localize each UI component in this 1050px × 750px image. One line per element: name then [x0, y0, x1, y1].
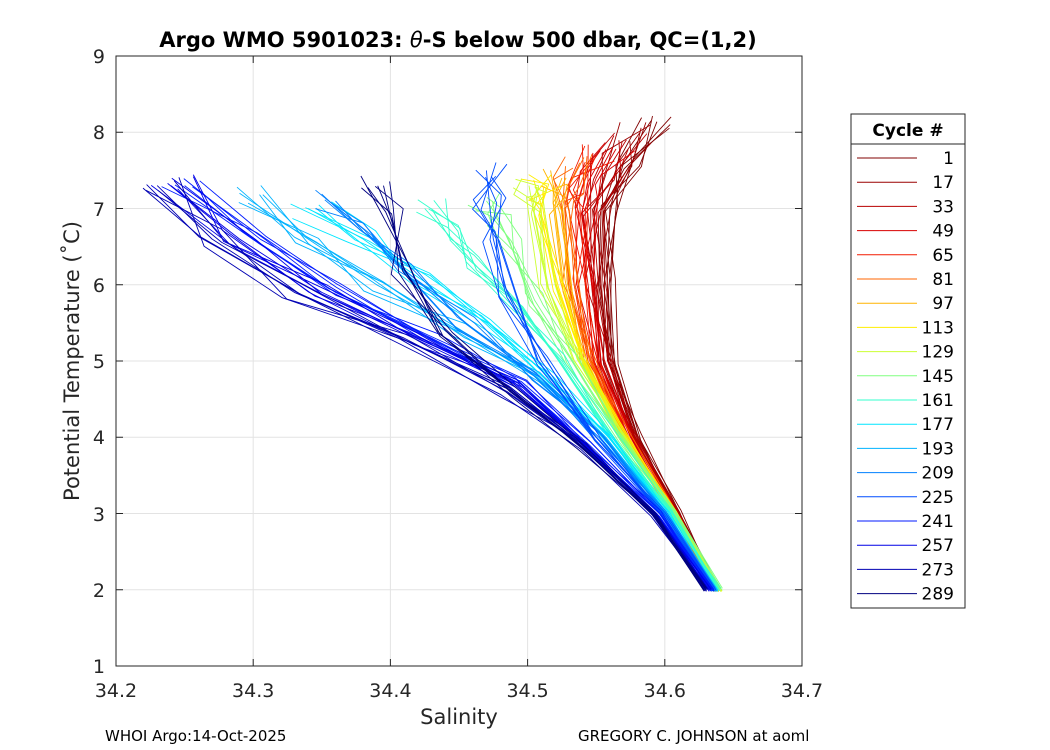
series-line: [389, 181, 705, 591]
series-line: [361, 187, 706, 589]
y-tick-label: 1: [93, 656, 105, 678]
y-tick-labels: 1 2 3 4 5 6 7 8 9: [93, 46, 105, 678]
legend-label: 193: [922, 439, 954, 459]
series-group: [142, 115, 723, 592]
series-161: [416, 198, 721, 592]
x-axis-label: Salinity: [420, 705, 498, 729]
y-axis-label: Potential Temperature (˚C): [60, 221, 84, 501]
legend-label: 145: [922, 367, 954, 387]
legend: Cycle # 1 17 33 49 65 81 97 113 129 145 161 177 193 2…: [850, 113, 966, 609]
x-tick-label: 34.4: [369, 680, 411, 702]
legend-label: 1: [943, 149, 954, 169]
y-tick-label: 2: [93, 580, 105, 602]
legend-label: 113: [922, 318, 954, 338]
legend-label: 65: [932, 246, 954, 266]
x-tick-labels: 34.2 34.3 34.4 34.5 34.6 34.7: [95, 680, 823, 702]
legend-label: 257: [922, 536, 954, 556]
legend-label: 289: [922, 585, 954, 605]
y-tick-label: 6: [93, 275, 105, 297]
legend-label: 81: [932, 270, 954, 290]
series-line: [315, 189, 717, 592]
series-line: [416, 211, 719, 592]
y-tick-label: 3: [93, 504, 105, 526]
x-tick-label: 34.5: [506, 680, 548, 702]
series-line: [485, 177, 717, 591]
series-line: [475, 210, 723, 589]
legend-entries: 1 17 33 49 65 81 97 113 129 145 161 177 193 209 225 241…: [857, 149, 954, 605]
legend-label: 49: [932, 222, 954, 242]
series-line: [475, 169, 713, 592]
series-289: [360, 175, 707, 592]
legend-label: 273: [922, 560, 954, 580]
legend-label: 161: [922, 391, 954, 411]
legend-box: [850, 113, 966, 609]
series-line: [520, 178, 718, 591]
series-line: [292, 218, 715, 592]
legend-label: 209: [922, 464, 954, 484]
legend-label: 241: [922, 512, 954, 532]
x-tick-label: 34.7: [781, 680, 823, 702]
legend-label: 129: [922, 343, 954, 363]
series-line: [433, 200, 720, 590]
series-line: [173, 180, 708, 590]
y-tick-label: 7: [93, 199, 105, 221]
series-line: [467, 204, 719, 592]
series-line: [553, 167, 717, 590]
legend-label: 177: [922, 415, 954, 435]
x-tick-label: 34.2: [95, 680, 137, 702]
series-line: [512, 187, 722, 591]
legend-label: 17: [932, 173, 954, 193]
footer-right: GREGORY C. JOHNSON at aoml: [578, 727, 809, 745]
series-line: [417, 199, 718, 589]
legend-label: 225: [922, 488, 954, 508]
series-line: [472, 175, 715, 592]
legend-title: Cycle #: [872, 121, 943, 141]
ticks: [115, 55, 803, 667]
y-tick-label: 4: [93, 427, 105, 449]
y-tick-label: 9: [93, 46, 105, 68]
legend-label: 33: [932, 197, 954, 217]
x-tick-label: 34.6: [644, 680, 686, 702]
chart-title: Argo WMO 5901023: θ-S below 500 dbar, QC…: [159, 28, 756, 52]
footer-left: WHOI Argo:14-Oct-2025: [105, 727, 286, 745]
y-tick-label: 8: [93, 122, 105, 144]
legend-label: 97: [932, 294, 954, 314]
x-tick-label: 34.3: [232, 680, 274, 702]
y-tick-label: 5: [93, 351, 105, 373]
